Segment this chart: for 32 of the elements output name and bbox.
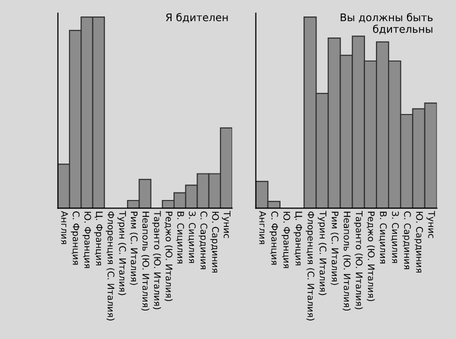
x-tick-label: Англия	[61, 210, 68, 244]
x-tick-label: С. Франция	[70, 211, 80, 265]
x-tick-label: Тунис	[426, 210, 435, 238]
x-tick-label: Турин (С. Италия)	[117, 210, 126, 296]
x-tick-label: С. Сардиния	[198, 211, 208, 270]
chart-title: Вы должны быть бдительны	[340, 13, 433, 34]
x-tick-label: Ю. Сардиния	[210, 212, 219, 273]
x-tick-label: В. Сицилия	[378, 212, 387, 264]
x-tick-label: Рим (С. Италия)	[330, 212, 339, 285]
x-tick-label: Реджо (Ю. Италия)	[366, 212, 375, 302]
chart-title: Я бдителен	[166, 13, 228, 23]
x-tick-label: С. Франция	[270, 211, 278, 265]
x-tick-label: Неаполь (Ю. Италия)	[342, 212, 351, 311]
x-tick-label: Флоренция (С. Италия)	[306, 211, 314, 320]
x-tick-label: Тунис	[222, 210, 230, 238]
x-tick-label: Ц. Франция	[294, 212, 302, 266]
x-tick-label: Ю. Франция	[282, 212, 290, 268]
x-tick-label: З. Сицилия	[390, 212, 399, 263]
x-tick-label: Ю. Франция	[82, 212, 92, 268]
x-tick-label: С. Сардиния	[402, 211, 411, 270]
x-tick-label: Рим (С. Италия)	[130, 212, 138, 285]
x-tick-label: Таранто (Ю. Италия)	[152, 210, 161, 310]
x-tick-label: Флоренция (С. Италия)	[106, 211, 115, 320]
x-tick-label: Таранто (Ю. Италия)	[354, 210, 363, 310]
x-tick-label: В. Сицилия	[176, 212, 184, 264]
x-tick-label: Неаполь (Ю. Италия)	[141, 212, 150, 311]
x-tick-label: Реджо (Ю. Италия)	[164, 212, 173, 302]
x-tick-label: Ю. Сардиния	[414, 212, 423, 273]
x-tick-label: Ц. Франция	[94, 212, 103, 266]
x-tick-label: Англия	[259, 210, 266, 244]
x-tick-label: З. Сицилия	[188, 212, 196, 263]
x-tick-label: Турин (С. Италия)	[318, 210, 327, 296]
